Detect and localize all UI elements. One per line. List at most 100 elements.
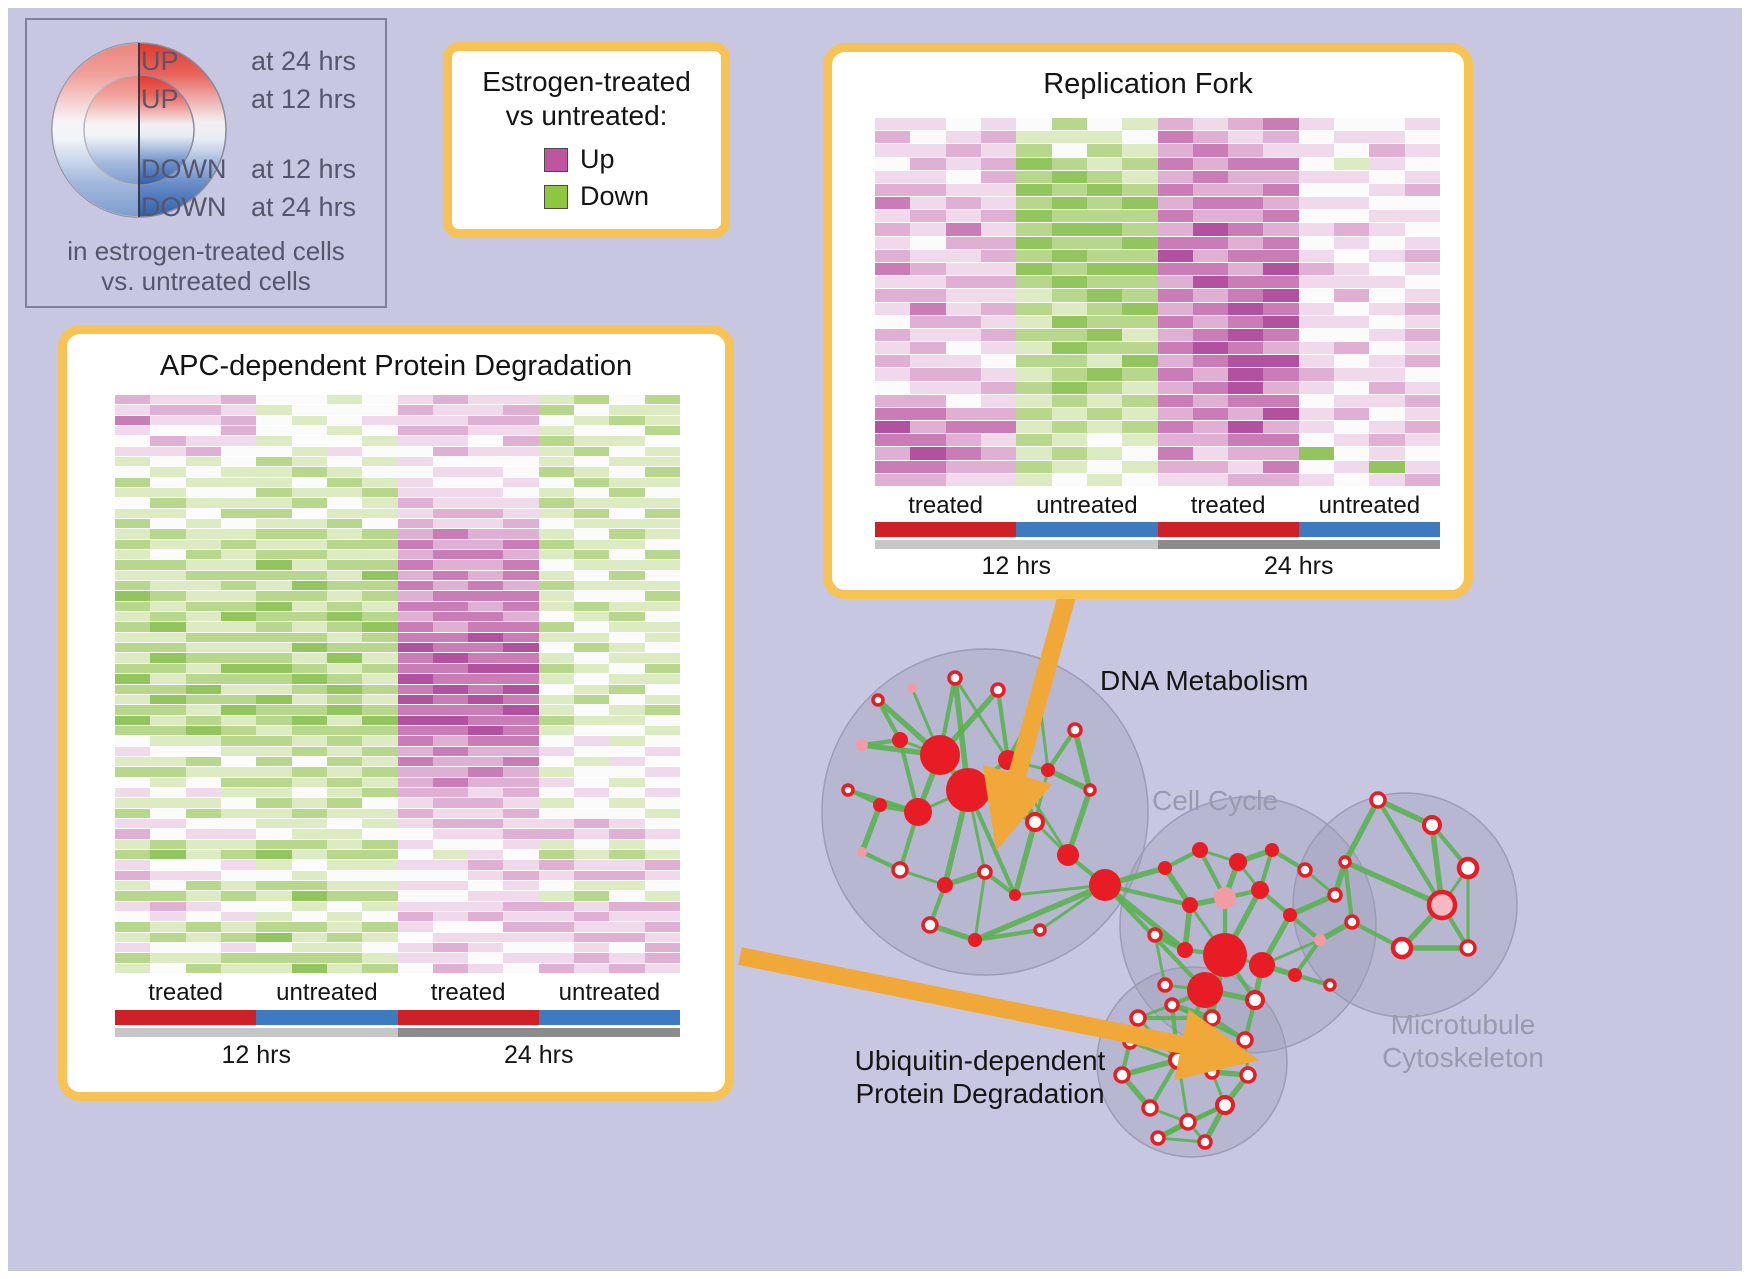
heatmap-cell xyxy=(945,131,981,144)
heatmap-cell xyxy=(644,694,680,705)
heatmap-cell xyxy=(538,963,575,973)
heatmap-cell xyxy=(1192,407,1229,421)
heatmap-cell xyxy=(397,839,433,849)
heatmap-cell xyxy=(1404,447,1440,460)
heatmap-cell xyxy=(1016,328,1052,342)
heatmap-cell xyxy=(150,767,186,777)
heatmap-cell xyxy=(220,736,257,746)
heatmap-cell xyxy=(538,488,575,498)
heatmap-cell xyxy=(574,508,610,519)
heatmap-cell xyxy=(326,457,363,467)
updown-circle-legend: UP at 24 hrs UP at 12 hrs DOWN at 12 hrs… xyxy=(25,18,387,308)
network-edge xyxy=(1046,767,1092,793)
network-node xyxy=(946,768,990,812)
heatmap-cell xyxy=(574,942,610,953)
heatmap-cell xyxy=(910,144,946,157)
heatmap-cell xyxy=(256,787,292,798)
network-node xyxy=(1283,908,1297,922)
heatmap-cell xyxy=(291,684,327,694)
heatmap-cell xyxy=(397,632,433,643)
heatmap-cell xyxy=(432,715,469,725)
heatmap-cell xyxy=(326,849,363,860)
heatmap-cell xyxy=(644,777,680,787)
heatmap-cell xyxy=(609,777,645,787)
heatmap-cell xyxy=(1298,289,1335,302)
heatmap-cell xyxy=(468,829,504,839)
heatmap-cell xyxy=(910,407,946,421)
heatmap-cell xyxy=(220,601,257,612)
heatmap-cell xyxy=(150,953,186,963)
heatmap-cell xyxy=(503,663,539,674)
heatmap-cell xyxy=(256,756,292,767)
heatmap-cell xyxy=(1157,368,1193,381)
heatmap-cell xyxy=(1157,421,1193,434)
heatmap-cell xyxy=(291,446,327,457)
heatmap-cell xyxy=(115,405,151,415)
heatmap-cell xyxy=(538,415,575,426)
heatmap-cell xyxy=(468,643,504,653)
heatmap-cell xyxy=(644,612,680,622)
heatmap-cell xyxy=(432,601,469,612)
heatmap-cell xyxy=(326,891,363,901)
heatmap-cell xyxy=(945,276,981,289)
replication-time-bars xyxy=(875,540,1440,549)
heatmap-cell xyxy=(362,849,398,860)
network-node xyxy=(1245,990,1265,1010)
heatmap-cell xyxy=(1016,473,1052,486)
heatmap-cell xyxy=(150,829,186,839)
heatmap-cell xyxy=(1192,170,1229,183)
heatmap-cell xyxy=(362,756,398,767)
heatmap-cell xyxy=(574,663,610,674)
heatmap-cell xyxy=(609,860,645,870)
heatmap-cell xyxy=(1016,262,1052,276)
heatmap-cell xyxy=(609,601,645,612)
heatmap-cell xyxy=(220,932,257,942)
heatmap-cell xyxy=(609,911,645,922)
heatmap-cell xyxy=(1051,118,1087,131)
heatmap-cell xyxy=(910,315,946,328)
heatmap-cell xyxy=(1263,170,1299,183)
heatmap-cell xyxy=(538,529,575,539)
heatmap-cell xyxy=(150,539,186,550)
apc-time-labels: 12 hrs 24 hrs xyxy=(115,1041,680,1070)
heatmap-cell xyxy=(256,622,292,632)
heatmap-cell xyxy=(609,612,645,622)
heatmap-cell xyxy=(609,684,645,694)
heatmap-cell xyxy=(397,415,433,426)
heatmap-cell xyxy=(1369,355,1405,368)
heatmap-cell xyxy=(538,663,575,674)
heatmap-cell xyxy=(644,395,680,405)
bar-12hrs xyxy=(115,1028,398,1037)
heatmap-cell xyxy=(538,591,575,601)
heatmap-cell xyxy=(1404,368,1440,381)
heatmap-cell xyxy=(1122,434,1158,447)
heatmap-cell xyxy=(1263,328,1299,342)
heatmap-cell xyxy=(538,446,575,457)
heatmap-cell xyxy=(609,446,645,457)
heatmap-cell xyxy=(503,849,539,860)
heatmap-cell xyxy=(326,953,363,963)
heatmap-cell xyxy=(1404,249,1440,262)
heatmap-cell xyxy=(326,787,363,798)
apc-12hrs-label: 12 hrs xyxy=(221,1041,291,1069)
heatmap-cell xyxy=(1122,407,1158,421)
heatmap-cell xyxy=(945,236,981,249)
heatmap-cell xyxy=(503,787,539,798)
heatmap-cell xyxy=(1192,460,1229,473)
heatmap-cell xyxy=(1263,407,1299,421)
heatmap-cell xyxy=(538,694,575,705)
heatmap-cell xyxy=(644,436,680,446)
heatmap-cell xyxy=(362,777,398,787)
heatmap-cell xyxy=(1334,249,1370,262)
heatmap-cell xyxy=(538,622,575,632)
heatmap-cell xyxy=(1334,407,1370,421)
heatmap-cell xyxy=(574,570,610,581)
heatmap-cell xyxy=(1051,315,1087,328)
heatmap-cell xyxy=(115,715,151,725)
heatmap-cell xyxy=(1369,434,1405,447)
heatmap-cell xyxy=(1016,421,1052,434)
heatmap-cell xyxy=(256,942,292,953)
heatmap-cell xyxy=(362,488,398,498)
heatmap-cell xyxy=(115,684,151,694)
